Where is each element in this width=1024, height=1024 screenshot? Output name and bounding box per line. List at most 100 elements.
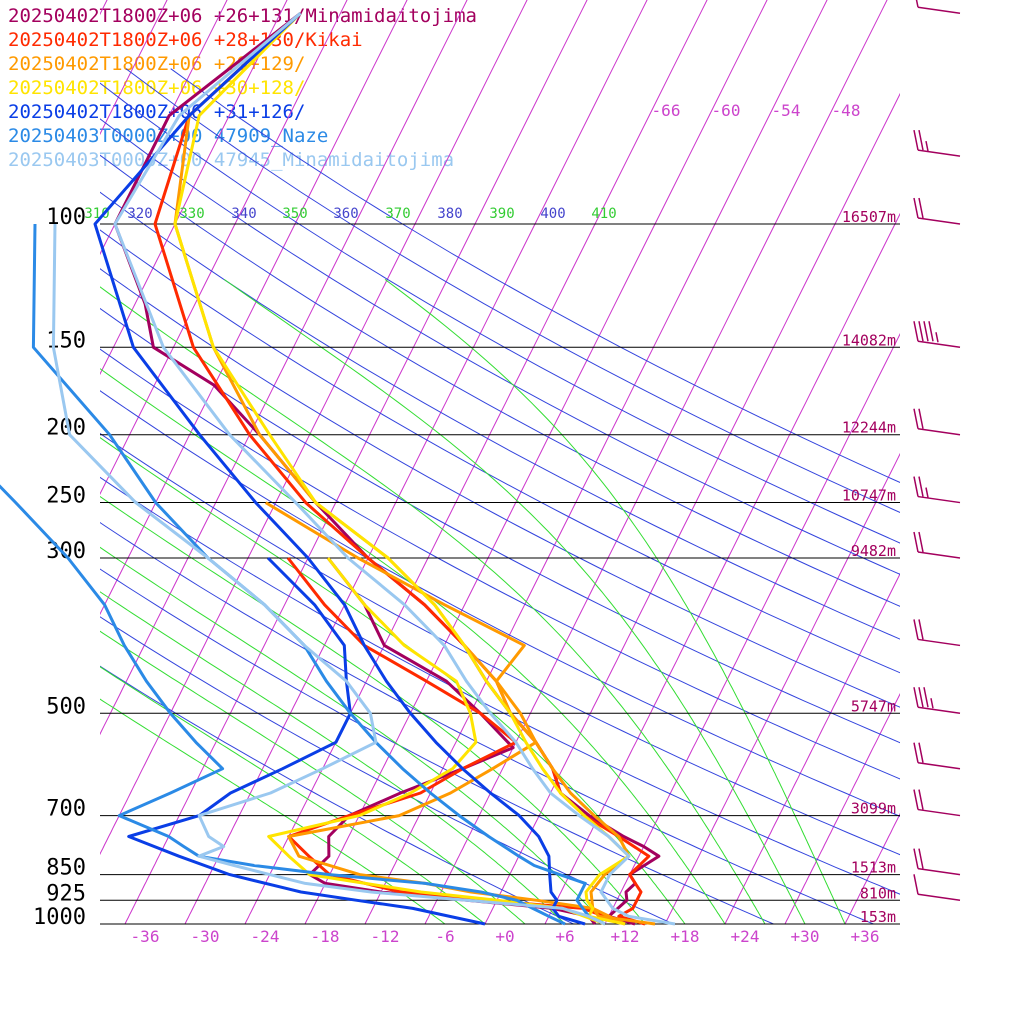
- wind-barb-half: [925, 487, 929, 498]
- moist-adiabat-line: [100, 546, 606, 924]
- pressure-label: 700: [46, 797, 86, 822]
- wind-barb-full: [915, 0, 919, 8]
- wind-barb-full: [918, 321, 924, 342]
- legend-entry: 20250402T1800Z+06 +28+130/Kikai: [8, 29, 363, 51]
- isotherm-line: [100, 0, 288, 376]
- isotherm-line: [304, 0, 768, 924]
- height-label: 10747m: [842, 487, 896, 505]
- isotherm-top-label: -54: [772, 101, 801, 120]
- temperature-profile-line: [113, 12, 661, 926]
- dry-adiabat-line: [100, 476, 900, 895]
- dry-adiabat-line: [100, 229, 900, 674]
- theta-label: 380: [437, 206, 462, 222]
- temperature-tick-label: +24: [731, 927, 760, 946]
- isotherm-line: [604, 332, 900, 924]
- height-label: 5747m: [851, 697, 896, 715]
- theta-label: 370: [385, 206, 410, 222]
- isotherm-line: [844, 812, 900, 924]
- wind-barb-staff: [917, 808, 961, 817]
- theta-label: 320: [127, 206, 152, 222]
- legend-entry: 20250402T1800Z+06 +31+126/: [8, 101, 306, 123]
- isotherm-line: [100, 0, 408, 616]
- wind-barb-half: [925, 141, 929, 152]
- wind-barb-full: [918, 531, 924, 553]
- height-label: 14082m: [842, 331, 896, 349]
- wind-barb-staff: [917, 761, 961, 770]
- isotherm-line: [100, 0, 168, 136]
- isotherm-line: [100, 0, 468, 736]
- pressure-label: 500: [46, 694, 86, 719]
- pressure-label: 1000: [33, 905, 86, 930]
- theta-label: 350: [282, 206, 307, 222]
- wind-barb-full: [923, 687, 929, 708]
- temperature-tick-label: -6: [435, 927, 454, 946]
- dry-adiabat-line: [100, 191, 900, 640]
- wind-barb-full: [918, 130, 924, 151]
- isotherm-line: [905, 0, 1024, 924]
- wind-barb-full: [913, 619, 919, 640]
- legend-entry: 20250403T0000Z+00 47909_Naze: [8, 125, 329, 147]
- temperature-tick-label: +0: [495, 927, 514, 946]
- wind-barb-full: [913, 789, 919, 810]
- isotherm-line: [664, 452, 900, 924]
- temperature-tick-label: -18: [311, 927, 340, 946]
- wind-barb-full: [918, 687, 924, 708]
- isotherm-line: [124, 0, 588, 924]
- wind-barb-full: [918, 408, 924, 429]
- isotherm-line: [100, 0, 528, 856]
- wind-barb-staff: [917, 340, 961, 349]
- wind-barb-staff: [917, 706, 961, 715]
- wind-barb-full: [913, 197, 919, 219]
- height-label: 3099m: [851, 800, 896, 818]
- temperature-tick-label: -12: [371, 927, 400, 946]
- isotherm-line: [424, 0, 888, 924]
- wind-barb-staff: [917, 638, 961, 647]
- isotherm-line: [0, 0, 45, 924]
- wind-barb-full: [913, 408, 919, 429]
- wind-barb-staff: [917, 149, 961, 157]
- pressure-label: 100: [46, 205, 86, 230]
- wind-barb-full: [918, 197, 924, 219]
- legend-entry: 20250402T1800Z+06 +30+128/: [8, 77, 306, 99]
- isotherm-top-label: -60: [712, 101, 741, 120]
- isotherm-line: [544, 212, 900, 924]
- dewpoint-profile-line: [51, 223, 606, 926]
- dry-adiabat-line: [100, 154, 900, 607]
- wind-barb-full: [918, 848, 924, 869]
- wind-barb-staff: [917, 427, 961, 436]
- height-label: 1513m: [851, 859, 896, 877]
- wind-barb-staff: [917, 495, 961, 504]
- wind-barb-half: [935, 332, 939, 343]
- wind-barb-full: [913, 130, 919, 151]
- dewpoint-profile-line: [0, 484, 566, 926]
- theta-label: 330: [179, 206, 204, 222]
- dry-adiabat-line: [100, 568, 774, 924]
- isotherm-line: [364, 0, 828, 924]
- legend-entry: 20250402T1800Z+06 +26+131/Minamidaitojim…: [8, 5, 477, 27]
- wind-barb-full: [913, 848, 919, 869]
- wind-barb-full: [918, 619, 924, 640]
- height-label: 16507m: [842, 208, 896, 226]
- isotherm-line: [784, 692, 900, 924]
- wind-barb-staff: [917, 551, 961, 559]
- isotherm-top-label: -48: [832, 101, 861, 120]
- isotherm-line: [100, 0, 348, 496]
- height-label: 12244m: [842, 419, 896, 437]
- temperature-tick-label: -36: [131, 927, 160, 946]
- moist-adiabat-line: [100, 666, 486, 924]
- isotherm-top-label: -66: [652, 101, 681, 120]
- isotherm-line: [484, 92, 900, 924]
- theta-label: 410: [591, 206, 616, 222]
- temperature-profile-line: [113, 12, 676, 926]
- temperature-tick-label: +6: [555, 927, 574, 946]
- dry-adiabat-line: [170, 68, 900, 484]
- wind-barb-staff: [917, 6, 961, 15]
- temperature-tick-label: +12: [611, 927, 640, 946]
- wind-barb-full: [913, 476, 919, 497]
- dewpoint-profile-line: [286, 557, 626, 926]
- isotherm-line: [724, 572, 900, 924]
- wind-barb-full: [913, 531, 919, 553]
- dewpoint-profile-line: [127, 556, 486, 926]
- wind-barb-staff: [917, 217, 961, 225]
